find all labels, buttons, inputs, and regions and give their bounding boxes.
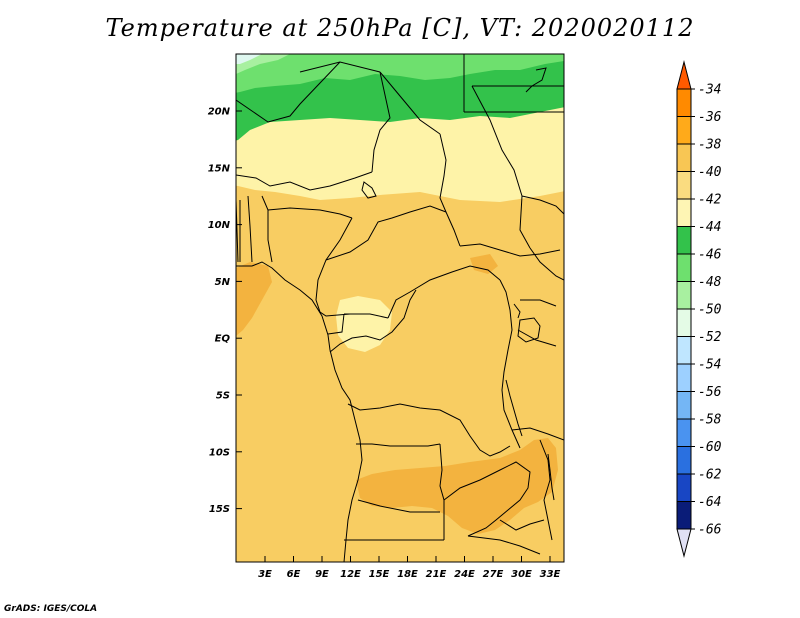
colorbar-label: -62 [698,468,722,483]
colorbar-segment [676,446,692,475]
map-frame [235,53,565,563]
border-gabon [327,313,352,335]
colorbar-segment [676,363,692,392]
lon-label: 30E [511,569,532,580]
colorbar-label: -48 [698,275,722,290]
lon-label: 33E [540,569,561,580]
colorbar-label: -34 [698,83,721,98]
nile-coast-detail [525,67,547,93]
colorbar-segment [676,501,692,530]
border-drc-west [329,289,417,353]
colorbar-bottom-arrow [676,528,692,558]
field-c38-east [470,254,498,274]
colorbar-segment [676,418,692,447]
border-ethiopia [519,195,564,249]
colorbar-label: -60 [698,440,722,455]
border-libya-chad [379,71,441,135]
lat-label: 10S [209,447,230,458]
border-benin [247,195,253,263]
lake-victoria [517,317,541,343]
lon-label: 27E [483,569,504,580]
chart-title: Temperature at 250hPa [C], VT: 202002011… [105,14,695,42]
lat-label: 15N [208,163,231,174]
colorbar-segment [676,171,692,200]
colorbar-label: -36 [698,110,722,125]
colorbar-segment [676,88,692,117]
latitude-axis: 20N 15N 10N 5N EQ 5S 10S 15S [208,107,242,515]
lat-label: 15S [209,504,230,515]
colorbar-label: -56 [698,385,722,400]
lon-label: 6E [287,569,301,580]
colorbar-segment [676,336,692,365]
colorbar-segment [676,198,692,227]
border-nigeria [261,195,353,263]
lat-label: 5S [216,391,230,402]
border-niger-algeria [236,61,341,123]
lon-label: 12E [340,569,361,580]
colorbar-label: -58 [698,413,722,428]
lat-label: 20N [208,107,231,118]
border-red-sea-coast [471,85,523,197]
lat-label: EQ [215,334,231,345]
colorbar-label: -66 [698,523,722,538]
lake-malawi [547,453,555,501]
colorbar-segment [676,116,692,145]
colorbar-label: -46 [698,248,722,263]
border-south-sudan [459,243,561,311]
colorbar-segment [676,143,692,172]
colorbar-segment [676,308,692,337]
colorbar: -34 -36 -38 -40 -42 -44 -46 -48 -50 -52 -54 -56 -58 -… [676,60,722,558]
lon-label: 3E [258,569,272,580]
lat-label: 5N [215,277,231,288]
lakes [361,67,555,501]
colorbar-segment [676,253,692,282]
border-zimbabwe [499,519,545,531]
border-malawi [539,439,553,541]
colorbar-label: -54 [698,358,721,373]
colorbar-label: -44 [698,220,721,235]
longitude-axis: 3E 6E 9E 12E 15E 18E 21E 24E 27E 30E 33E [258,556,561,580]
colorbar-segment [676,473,692,502]
lon-label: 24E [454,569,475,580]
lon-label: 18E [397,569,418,580]
colorbar-label: -50 [698,303,722,318]
colorbar-label: -40 [698,165,722,180]
lake-albert [513,303,521,319]
west-coast [236,261,363,562]
lake-chad [361,181,377,199]
colorbar-segment [676,281,692,310]
country-borders [236,54,564,562]
border-tanzania [511,427,564,441]
border-chad-sudan [439,133,461,247]
border-drc-east [501,309,521,449]
field-c42-patch [336,296,392,352]
lon-label: 15E [369,569,390,580]
colorbar-label: -64 [698,495,721,510]
border-cameroon [315,217,389,319]
border-angola [356,443,445,540]
credit-text: GrADS: IGES/COLA [4,604,98,614]
field-c50 [236,54,262,64]
colorbar-segment [676,391,692,420]
lon-label: 9E [315,569,329,580]
border-drc-south [347,403,511,457]
lake-tanganyika [505,379,523,437]
border-chad-niger [371,71,391,173]
lon-label: 21E [426,569,447,580]
lat-label: 10N [208,220,231,231]
colorbar-label: -42 [698,193,722,208]
border-car [325,205,501,319]
border-mali-niger [236,171,373,191]
colorbar-label: -38 [698,138,722,153]
border-botswana [467,535,541,555]
border-kenya [517,247,564,347]
border-zambia [443,461,531,537]
field-c38-west [236,262,272,336]
field-c46 [236,54,564,93]
colorbar-segment [676,226,692,255]
colorbar-top-arrow [676,60,692,90]
colorbar-label: -52 [698,330,722,345]
